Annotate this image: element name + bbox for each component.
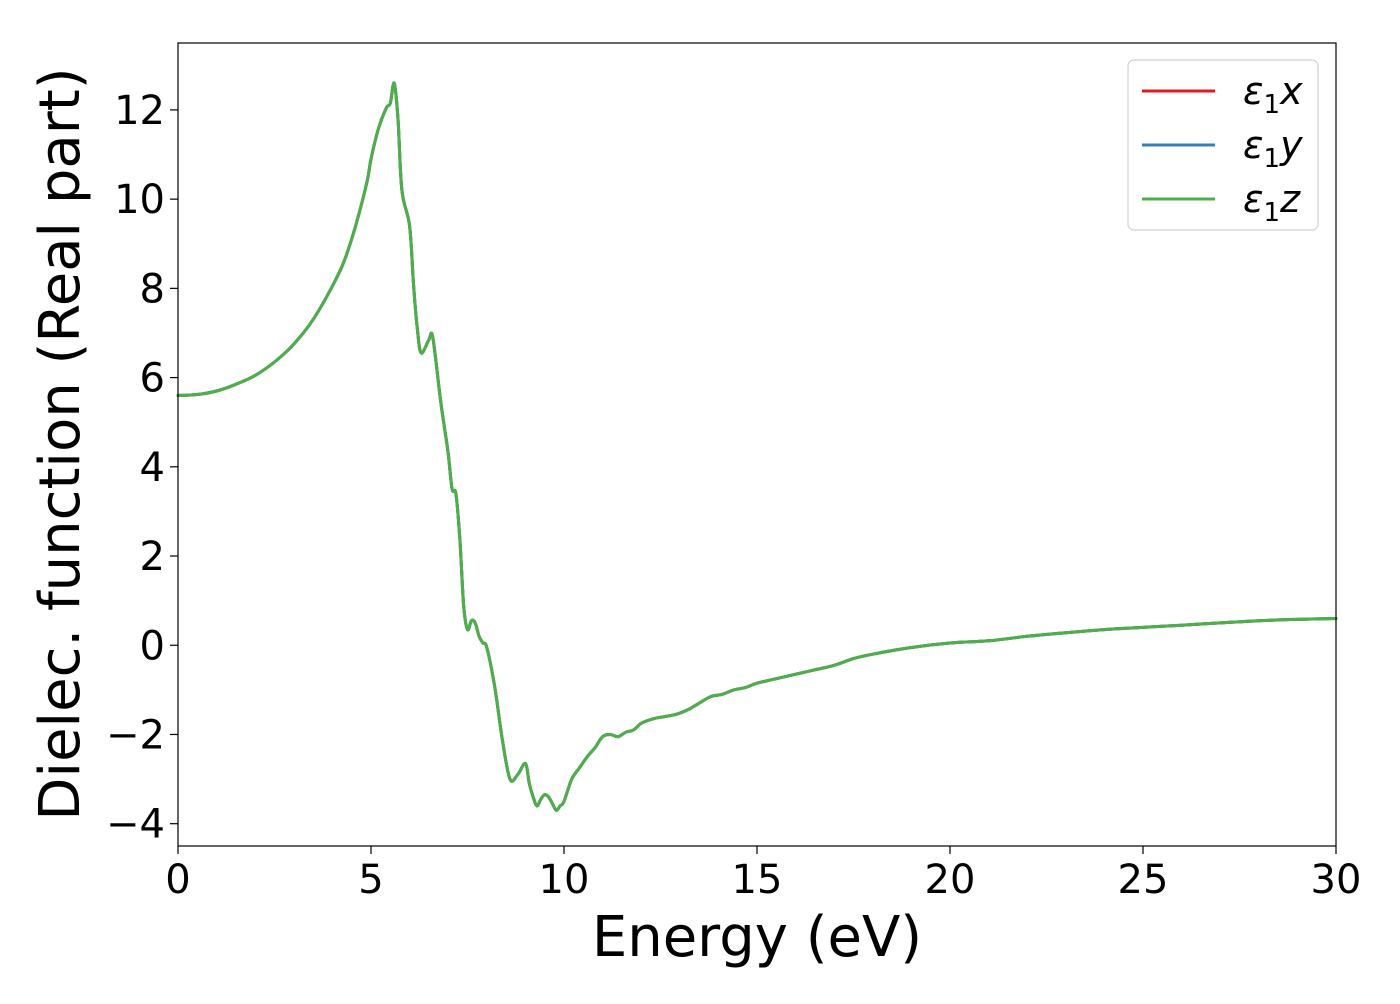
y-tick-label: −4 [106,802,165,848]
y-axis-label: Dielec. function (Real part) [28,67,93,820]
legend-label-var: z [1279,177,1301,221]
legend-label-sub: 1 [1264,198,1281,228]
legend-label: ε1z [1243,177,1301,228]
legend-label-var: y [1279,123,1303,167]
legend-label-base: ε [1243,123,1264,167]
y-tick-label: 8 [140,266,165,312]
x-tick-label: 20 [925,857,976,903]
ticks-layer: 0 5 10 15 20 25 30 −4 −2 0 2 4 6 8 10 12 [106,88,1361,903]
x-tick-label: 15 [732,857,783,903]
legend-label-base: ε [1243,177,1264,221]
series-line-e1z [176,81,1338,812]
y-tick-label: 6 [140,356,165,402]
legend-label-var: x [1279,69,1303,113]
x-tick-label: 30 [1311,857,1362,903]
legend-label-base: ε [1243,69,1264,113]
y-tick-label: 10 [114,177,165,223]
x-tick-label: 25 [1118,857,1169,903]
legend-box [1127,59,1319,231]
y-tick-label: −2 [106,712,165,758]
y-tick-label: 12 [114,88,165,134]
y-tick-label: 0 [140,623,165,669]
legend-label: ε1y [1243,123,1303,174]
x-tick-label: 10 [539,857,590,903]
legend-label: ε1x [1243,69,1303,120]
legend-label-sub: 1 [1264,144,1281,174]
x-axis-label: Energy (eV) [592,905,922,970]
y-tick-label: 4 [140,445,165,491]
lines-layer [176,81,1338,812]
y-tick-label: 2 [140,534,165,580]
x-tick-label: 0 [165,857,190,903]
x-tick-label: 5 [358,857,383,903]
plot-frame [177,42,1337,847]
legend-label-sub: 1 [1264,90,1281,120]
